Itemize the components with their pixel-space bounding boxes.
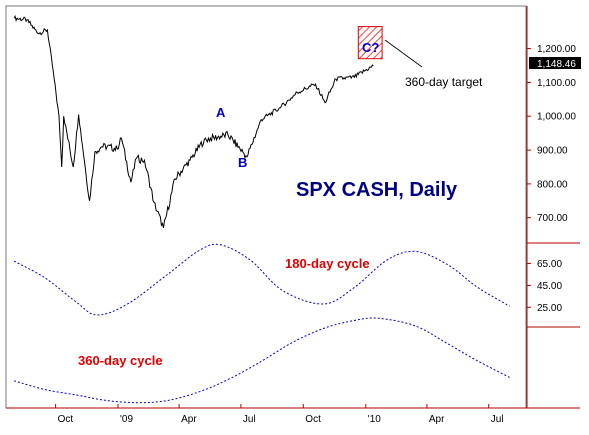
wave-label-a: A	[216, 105, 226, 120]
x-axis-tick-label: Jul	[243, 414, 256, 425]
price-axis-tick-label: 1,000.00	[537, 112, 576, 123]
price-axis-tick-label: 1,100.00	[537, 78, 576, 89]
cycle-axis-tick-label: 65.00	[537, 259, 562, 270]
last-value-box	[529, 57, 581, 69]
x-axis-tick-label: '09	[120, 414, 133, 425]
cycle-360-label: 360-day cycle	[78, 353, 163, 368]
x-axis-tick-label: Oct	[305, 414, 321, 425]
x-axis-tick-label: Apr	[429, 414, 445, 425]
cycle-axis-tick-label: 45.00	[537, 281, 562, 292]
wave-label-c: C?	[362, 40, 379, 55]
cycle-360-series-line	[13, 317, 510, 404]
price-axis-tick-label: 900.00	[537, 146, 568, 157]
plot-frame	[5, 5, 527, 409]
x-axis-tick-label: Apr	[181, 414, 197, 425]
wave-label-b: B	[238, 155, 247, 170]
cycle-180-series-line	[13, 243, 510, 316]
x-axis-tick-label: Oct	[58, 414, 74, 425]
price-axis-tick-label: 800.00	[537, 179, 568, 190]
chart-title: SPX CASH, Daily	[296, 179, 458, 201]
target-annotation: 360-day target	[405, 75, 483, 89]
price-series-line	[13, 14, 374, 229]
price-axis-tick-label: 700.00	[537, 213, 568, 224]
target-pointer-line	[384, 39, 423, 68]
x-axis-ticks: Oct '09 Apr Jul Oct '10 Apr Jul	[55, 404, 504, 425]
last-value-label: 1,148.46	[537, 59, 576, 70]
cycle-axis-ticks: 25.00 45.00 65.00	[527, 259, 562, 314]
price-axis-ticks: 700.00 800.00 900.00 1,000.00 1,100.00 1,200.…	[527, 44, 576, 224]
price-axis-tick-label: 1,200.00	[537, 44, 576, 55]
cycle-180-label: 180-day cycle	[285, 256, 370, 271]
cycle-axis-tick-label: 25.00	[537, 303, 562, 314]
x-axis-tick-label: '10	[368, 414, 381, 425]
x-axis-tick-label: Jul	[491, 414, 504, 425]
target-box	[357, 26, 383, 60]
